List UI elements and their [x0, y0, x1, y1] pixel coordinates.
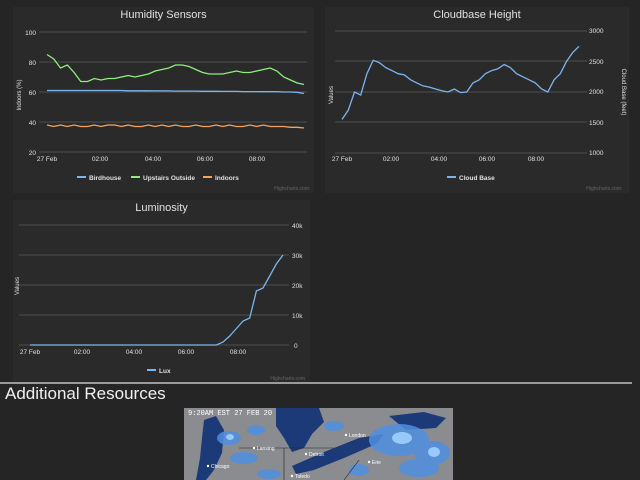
luminosity-y-tick: 0 [294, 343, 298, 350]
additional-resources-heading: Additional Resources [5, 384, 166, 403]
cloudbase-y-tick: 2500 [589, 59, 604, 66]
cloudbase-right-axis-label: Cloud Base (feet) [620, 69, 626, 116]
luminosity-x-tick: 06:00 [178, 349, 195, 356]
credits-link[interactable]: Highcharts.com [586, 186, 621, 192]
weather-radar-image[interactable]: London Lansing Detroit Erie Toledo Chica… [184, 408, 453, 480]
lake-michigan-shape [196, 416, 224, 480]
humidity-y-axis-label: Indoors (%) [17, 79, 23, 110]
humidity-chart-title: Humidity Sensors [120, 9, 207, 21]
city-label: Detroit [309, 452, 324, 458]
legend-item-lux[interactable]: Lux [159, 368, 171, 375]
radar-timestamp: 9:20AM EST 27 FEB 20 [188, 410, 273, 418]
legend-item-upstairs-outside[interactable]: Upstairs Outside [143, 175, 195, 182]
city-label: Erie [372, 460, 381, 466]
legend-item-birdhouse[interactable]: Birdhouse [89, 175, 122, 182]
luminosity-y-tick: 10k [292, 313, 303, 320]
luminosity-y-tick: 20k [292, 283, 303, 290]
city-label: Lansing [257, 446, 275, 452]
cloudbase-y-axis-label: Values [329, 86, 335, 104]
cloudbase-x-tick: 27 Feb [332, 156, 353, 163]
luminosity-x-tick: 08:00 [230, 349, 247, 356]
cloudbase-y-tick: 1500 [589, 120, 604, 127]
cloudbase-x-tick: 08:00 [528, 156, 545, 163]
humidity-chart: Indoors (%) 100 80 60 40 20 27 Feb 02:00… [17, 30, 309, 192]
lake-huron-shape [276, 408, 324, 452]
cloudbase-x-tick: 04:00 [431, 156, 448, 163]
series-line-lux[interactable] [30, 254, 284, 346]
legend-item-cloud-base[interactable]: Cloud Base [459, 175, 495, 182]
city-label: London [349, 433, 366, 439]
credits-link[interactable]: Highcharts.com [274, 186, 309, 192]
humidity-y-tick: 20 [29, 150, 37, 157]
series-line-cloud-base[interactable] [341, 45, 580, 120]
humidity-x-tick: 08:00 [249, 156, 266, 163]
humidity-x-tick: 04:00 [145, 156, 162, 163]
humidity-y-tick: 100 [25, 30, 36, 37]
humidity-x-tick: 02:00 [92, 156, 109, 163]
humidity-chart-panel: Humidity Sensors Indoors (%) 100 80 60 4… [13, 7, 314, 193]
luminosity-chart: Values 40k 30k 20k 10k 0 27 Feb 02:00 04… [15, 223, 305, 382]
luminosity-y-tick: 40k [292, 223, 303, 230]
city-label: Chicago [211, 464, 230, 470]
credits-link[interactable]: Highcharts.com [270, 376, 305, 382]
cloudbase-chart-panel: Cloudbase Height Values Cloud Base (feet… [325, 7, 629, 193]
luminosity-chart-panel: Luminosity Values 40k 30k 20k 10k 0 27 F… [13, 200, 310, 383]
radar-map-graphic: London Lansing Detroit Erie Toledo Chica… [184, 408, 453, 480]
series-line-birdhouse[interactable] [47, 89, 305, 95]
cloudbase-chart-title: Cloudbase Height [433, 9, 521, 21]
luminosity-y-axis-label: Values [15, 277, 21, 295]
cloudbase-x-tick: 02:00 [383, 156, 400, 163]
cloudbase-x-tick: 06:00 [479, 156, 496, 163]
series-line-indoors[interactable] [46, 124, 305, 129]
luminosity-x-tick: 02:00 [74, 349, 91, 356]
cloudbase-y-tick: 3000 [589, 28, 604, 35]
cloudbase-y-tick: 2000 [589, 89, 604, 96]
humidity-y-tick: 60 [29, 90, 37, 97]
section-divider [0, 382, 632, 384]
lake-erie-shape [292, 434, 384, 474]
luminosity-chart-title: Luminosity [135, 202, 188, 214]
cloudbase-y-tick: 1000 [589, 150, 604, 157]
legend-item-indoors[interactable]: Indoors [215, 175, 239, 182]
humidity-x-tick: 06:00 [197, 156, 214, 163]
luminosity-y-tick: 30k [292, 253, 303, 260]
humidity-y-tick: 40 [29, 120, 37, 127]
cloudbase-chart: Values Cloud Base (feet) 3000 2500 2000 … [329, 28, 626, 192]
humidity-y-tick: 80 [29, 60, 37, 67]
series-line-upstairs-outside[interactable] [46, 53, 305, 86]
luminosity-x-tick: 04:00 [126, 349, 143, 356]
city-label: Toledo [295, 474, 310, 480]
luminosity-x-tick: 27 Feb [20, 349, 41, 356]
humidity-x-tick: 27 Feb [37, 156, 58, 163]
